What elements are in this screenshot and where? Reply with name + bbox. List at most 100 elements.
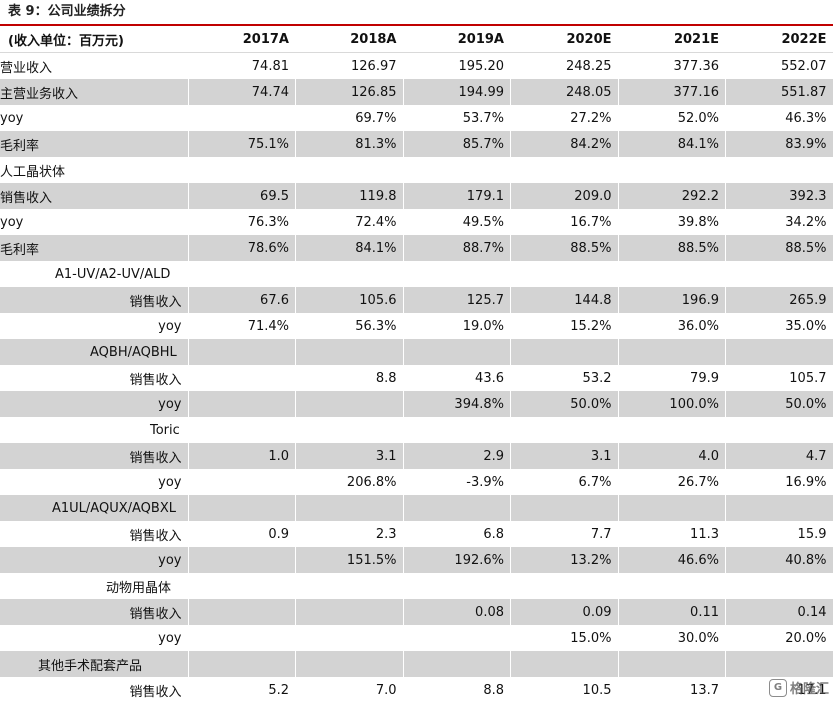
- table-cell: 88.7%: [403, 235, 511, 261]
- table-cell: 16.9%: [726, 469, 833, 495]
- table-cell: [188, 469, 296, 495]
- table-cell: 79.9: [618, 365, 726, 391]
- table-cell: [296, 599, 404, 625]
- row-label: yoy: [0, 391, 188, 417]
- table-cell: 0.09: [511, 599, 619, 625]
- table-cell: 35.0%: [726, 313, 833, 339]
- table-cell: 78.6%: [188, 235, 296, 261]
- table-cell: 196.9: [618, 287, 726, 313]
- table-cell: 20.0%: [726, 625, 833, 651]
- table-cell: [726, 339, 833, 365]
- table-row: 人工晶状体: [0, 157, 833, 183]
- table-cell: [188, 547, 296, 573]
- table-cell: [296, 573, 404, 599]
- table-cell: 40.8%: [726, 547, 833, 573]
- table-cell: [296, 625, 404, 651]
- row-label: 销售收入: [0, 599, 188, 625]
- table-cell: 26.7%: [618, 469, 726, 495]
- table-cell: [188, 105, 296, 131]
- header-row: (收入单位：百万元) 2017A 2018A 2019A 2020E 2021E…: [0, 26, 833, 53]
- table-cell: 248.05: [511, 79, 619, 105]
- table-cell: 126.85: [296, 79, 404, 105]
- table-cell: 43.6: [403, 365, 511, 391]
- table-row: 其他手术配套产品: [0, 651, 833, 677]
- table-cell: [726, 495, 833, 521]
- table-cell: [403, 261, 511, 287]
- table-cell: 34.2%: [726, 209, 833, 235]
- table-cell: [726, 651, 833, 677]
- row-label: 销售收入: [0, 365, 188, 391]
- table-cell: 53.7%: [403, 105, 511, 131]
- table-row: A1UL/AQUX/AQBXL: [0, 495, 833, 521]
- table-cell: 50.0%: [511, 391, 619, 417]
- table-cell: [296, 391, 404, 417]
- table-cell: 0.14: [726, 599, 833, 625]
- table-cell: [296, 261, 404, 287]
- row-label: 销售收入: [0, 183, 188, 209]
- table-cell: [188, 339, 296, 365]
- table-cell: 39.8%: [618, 209, 726, 235]
- table-title: 表 9：公司业绩拆分: [8, 0, 126, 24]
- unit-header: (收入单位：百万元): [0, 26, 188, 53]
- table-cell: 69.5: [188, 183, 296, 209]
- table-cell: [726, 157, 833, 183]
- table-cell: 19.0%: [403, 313, 511, 339]
- row-label: A1UL/AQUX/AQBXL: [0, 495, 188, 521]
- row-label: yoy: [0, 209, 188, 235]
- table-cell: 3.1: [296, 443, 404, 469]
- table-cell: 13.2%: [511, 547, 619, 573]
- table-cell: 144.8: [511, 287, 619, 313]
- table-cell: 394.8%: [403, 391, 511, 417]
- table-cell: 13.7: [618, 677, 726, 703]
- table-cell: 179.1: [403, 183, 511, 209]
- table-cell: 88.5%: [511, 235, 619, 261]
- table-cell: 15.9: [726, 521, 833, 547]
- watermark-text: 格隆汇: [790, 678, 829, 697]
- table-cell: 151.5%: [296, 547, 404, 573]
- table-cell: 4.7: [726, 443, 833, 469]
- table-cell: [403, 495, 511, 521]
- row-label: 毛利率: [0, 235, 188, 261]
- table-row: A1-UV/A2-UV/ALD: [0, 261, 833, 287]
- table-cell: 105.7: [726, 365, 833, 391]
- table-cell: [188, 625, 296, 651]
- row-label: 动物用晶体: [0, 573, 188, 599]
- table-cell: 6.8: [403, 521, 511, 547]
- table-cell: 209.0: [511, 183, 619, 209]
- row-label: 主营业务收入: [0, 79, 188, 105]
- table-cell: 105.6: [296, 287, 404, 313]
- table-cell: 27.2%: [511, 105, 619, 131]
- table-cell: 551.87: [726, 79, 833, 105]
- table-cell: [188, 495, 296, 521]
- table-cell: 0.11: [618, 599, 726, 625]
- table-cell: [511, 339, 619, 365]
- table-cell: [296, 495, 404, 521]
- table-cell: 76.3%: [188, 209, 296, 235]
- row-label: yoy: [0, 469, 188, 495]
- table-cell: 0.08: [403, 599, 511, 625]
- table-cell: [403, 157, 511, 183]
- row-label: 销售收入: [0, 443, 188, 469]
- table-cell: [296, 417, 404, 443]
- table-cell: 81.3%: [296, 131, 404, 157]
- table-cell: 4.0: [618, 443, 726, 469]
- table-cell: 0.9: [188, 521, 296, 547]
- performance-breakdown-table: (收入单位：百万元) 2017A 2018A 2019A 2020E 2021E…: [0, 26, 833, 703]
- table-cell: 75.1%: [188, 131, 296, 157]
- table-cell: 56.3%: [296, 313, 404, 339]
- row-label: 销售收入: [0, 677, 188, 703]
- table-row: 动物用晶体: [0, 573, 833, 599]
- table-cell: 377.16: [618, 79, 726, 105]
- table-cell: [403, 417, 511, 443]
- row-label: 销售收入: [0, 521, 188, 547]
- table-cell: [188, 599, 296, 625]
- table-cell: 16.7%: [511, 209, 619, 235]
